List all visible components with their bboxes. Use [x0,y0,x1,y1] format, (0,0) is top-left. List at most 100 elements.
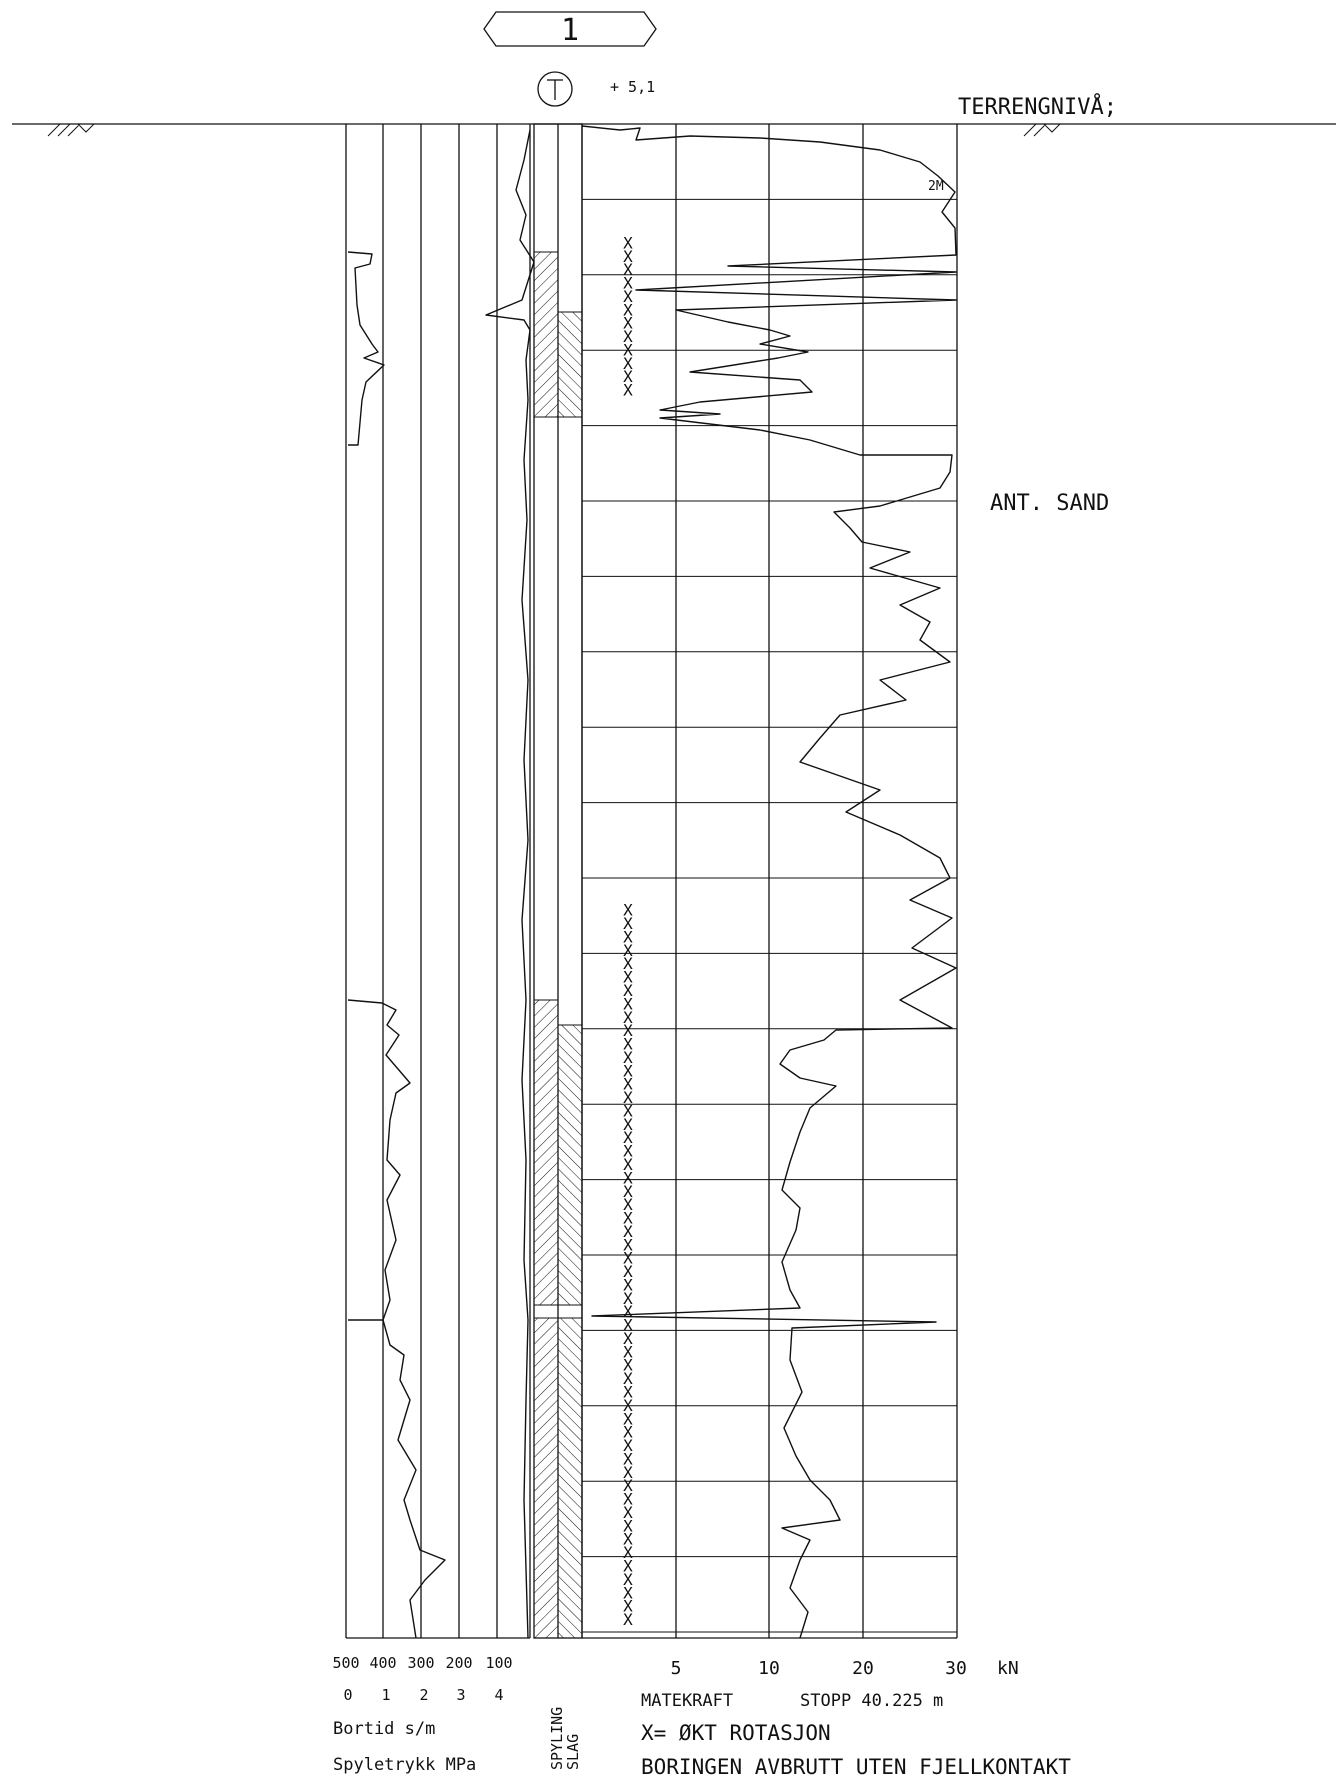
rotation-marker: X [623,1168,633,1187]
rotation-marker: X [623,274,633,293]
spyletrykk-curve [485,129,535,1639]
termination-note: BORINGEN AVBRUTT UTEN FJELLKONTAKT [641,1755,1071,1779]
rotation-marker: X [623,1101,633,1120]
bortid-tick: 200 [445,1654,472,1672]
slag-label: SLAG [564,1734,582,1770]
rotation-marker: X [623,233,633,252]
spyletrykk-axis-label: Spyletrykk MPa [333,1755,476,1775]
rotation-marker: X [623,1449,633,1468]
rotation-marker: X [623,1490,633,1509]
rotation-marker: X [623,287,633,306]
rotation-marker: X [623,954,633,973]
spyling-interval-3 [533,1317,559,1639]
rotation-marker: X [623,1021,633,1040]
spyling-interval-2 [533,999,559,1306]
rotation-marker: X [623,1061,633,1080]
rotation-marker: X [623,1342,633,1361]
rotation-marker: X [623,1195,633,1214]
rotation-marker: X [623,1610,633,1629]
rotation-marker: X [623,981,633,1000]
rotation-marker: X [623,1128,633,1147]
rotation-marker: X [623,1289,633,1308]
rotation-marker: X [623,1570,633,1589]
bortid-tick-labels: 500 400 300 200 100 [332,1654,512,1672]
rotation-marker: X [623,1463,633,1482]
spyletrykk-tick: 0 [343,1686,352,1704]
bortid-curve [347,251,385,446]
force-tick: 30 [945,1658,967,1679]
bortid-tick: 300 [407,1654,434,1672]
bortid-curve-lower [347,999,411,1321]
rotation-marker: X [623,1075,633,1094]
force-unit: kN [997,1658,1019,1679]
rotation-marker: X [623,1275,633,1294]
matekraft-curve [581,125,957,1639]
spyling-interval-1 [533,251,559,418]
rotation-marker: X [623,1088,633,1107]
rotation-marker: X [623,901,633,920]
bortid-tick: 500 [332,1654,359,1672]
matekraft-label: MATEKRAFT [641,1691,733,1711]
soil-annotation: ANT. SAND [990,491,1109,516]
rotation-marker: X [623,1396,633,1415]
rotation-marker: X [623,1235,633,1254]
slag-interval-3 [557,1317,583,1639]
rotation-marker: X [623,1209,633,1228]
spyletrykk-tick: 4 [494,1686,503,1704]
force-tick: 20 [852,1658,874,1679]
rotation-marker: X [623,300,633,319]
rotation-marker: X [623,1356,633,1375]
force-track-frame [581,124,958,1639]
rotation-marker: X [623,1155,633,1174]
rotation-marker: X [623,1503,633,1522]
rotation-marker: X [623,1008,633,1027]
borehole-number-box: 1 [483,11,657,48]
legend-note: X= ØKT ROTASJON [641,1721,831,1745]
rotation-marker: X [623,1476,633,1495]
bortid-tick: 100 [485,1654,512,1672]
rotation-marker: X [623,994,633,1013]
rotation-marker: X [623,941,633,960]
rotation-marker: X [623,968,633,987]
rotation-marker: X [623,1383,633,1402]
spyling-label: SPYLING [548,1707,566,1770]
depth-marker-label: 2M [928,179,944,194]
force-tick: 10 [758,1658,780,1679]
rotation-marker: X [623,914,633,933]
bortid-axis-label: Bortid s/m [333,1719,435,1739]
rotation-marker: X [623,1543,633,1562]
rotation-marker: X [623,260,633,279]
rotation-marker: X [623,1035,633,1054]
rotation-marker: X [623,247,633,266]
borehole-number: 1 [561,13,579,48]
terrain-left-symbol [47,123,102,137]
slag-interval-2 [557,1024,583,1306]
rotation-marker: X [623,1115,633,1134]
rotation-marker: X [623,327,633,346]
rotation-marker: X [623,1182,633,1201]
terrain-right-symbol [1023,123,1070,137]
bortid-tick: 400 [369,1654,396,1672]
rotation-marker: X [623,314,633,333]
left-track-frame [345,124,531,1639]
spyletrykk-tick-labels: 0 1 2 3 4 [343,1686,503,1704]
rotation-marker: X [623,1556,633,1575]
ground-level-label: TERRENGNIVÅ; [958,93,1117,120]
rotation-marker: X [623,1423,633,1442]
rotation-marker: X [623,381,633,400]
slag-interval-1 [557,311,583,418]
rotation-marker: X [623,1530,633,1549]
rotation-marker: X [623,340,633,359]
rotation-marker: X [623,1597,633,1616]
rotation-marker: X [623,1048,633,1067]
force-tick: 5 [671,1658,682,1679]
rotation-marker: X [623,1436,633,1455]
stop-depth-label: STOPP 40.225 m [800,1691,943,1711]
rotation-marker: X [623,1409,633,1428]
rotation-marker: X [623,927,633,946]
rotation-marker: X [623,367,633,386]
rotation-marker: X [623,1316,633,1335]
rotation-marker: X [623,1329,633,1348]
spyletrykk-tick: 3 [456,1686,465,1704]
